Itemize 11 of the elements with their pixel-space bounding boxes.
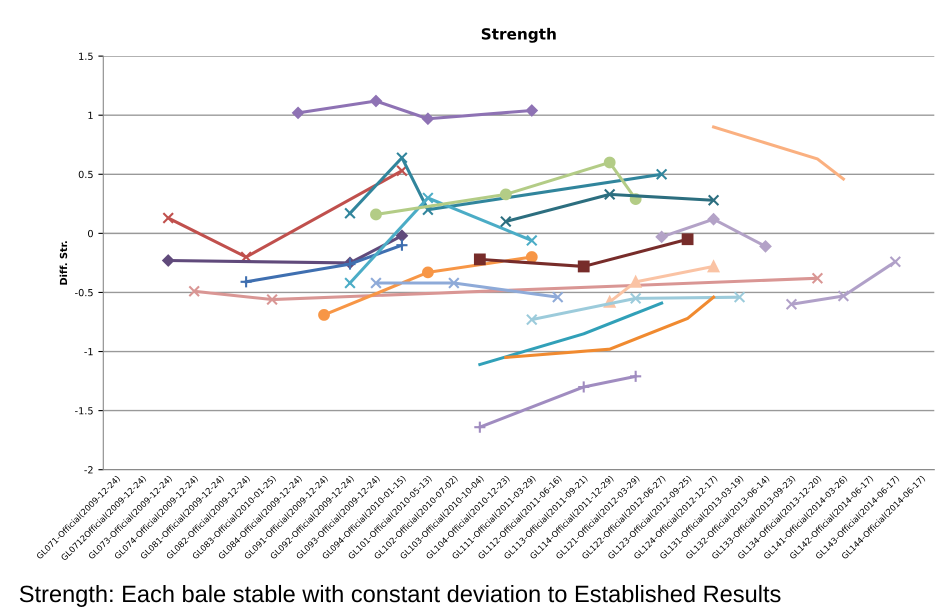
y-tick-label: 0.5 [78,170,93,178]
y-tick-label: -2 [84,466,93,474]
chart-title: Strength [482,28,556,43]
y-tick-label: -1.5 [75,407,93,414]
y-tick-label: 1 [88,112,93,119]
y-tick-label: 1.5 [79,52,93,60]
y-tick-label: 0 [88,230,93,238]
y-tick-label: -0.5 [75,288,93,296]
text: Strength: Each bale stable with constant deviation to Established Results [20,584,780,607]
y-tick-label: -1 [84,348,93,356]
y-axis-title: Diff. Str. [60,241,68,285]
